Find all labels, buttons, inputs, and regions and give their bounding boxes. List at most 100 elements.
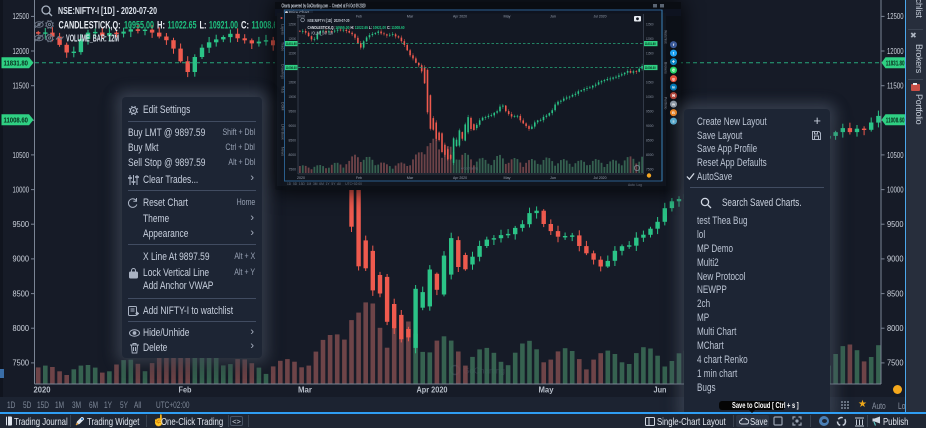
svg-text:8000: 8000 (289, 153, 297, 157)
svg-text:Trade: Trade (281, 42, 285, 51)
svg-text:Feb: Feb (179, 386, 192, 395)
svg-text:Layers: Layers (281, 24, 285, 35)
svg-text:Jun: Jun (550, 176, 556, 180)
svg-text:10000: 10000 (13, 185, 30, 194)
svg-text:11008.60: 11008.60 (645, 66, 656, 70)
svg-text:NSE:NIFTY-I [1D] 2020-07-20: NSE:NIFTY-I [1D] 2020-07-20 (308, 18, 350, 23)
svg-text:12000: 12000 (13, 47, 30, 56)
svg-text:7500: 7500 (887, 359, 904, 368)
svg-text:Drawings: Drawings (281, 64, 285, 79)
svg-text:9500: 9500 (13, 220, 30, 229)
svg-text:in: in (672, 85, 676, 90)
svg-text:H:: H: (350, 25, 355, 30)
svg-text:7500: 7500 (289, 168, 297, 172)
svg-text:CANDLESTICK,Q:: CANDLESTICK,Q: (308, 25, 335, 30)
svg-text:L:: L: (200, 20, 207, 32)
svg-text:9500: 9500 (646, 110, 654, 114)
svg-text:Charts powered by GoCharting.c: Charts powered by GoCharting.com - Creat… (282, 4, 366, 10)
svg-text:11831.80: 11831.80 (645, 42, 656, 46)
svg-text:VOLUME_BAR: 12M: VOLUME_BAR: 12M (66, 34, 119, 45)
svg-text:7500: 7500 (646, 168, 654, 172)
svg-text:8500: 8500 (13, 289, 30, 298)
svg-text:11008.60: 11008.60 (886, 116, 905, 125)
svg-text:B: B (672, 110, 675, 115)
svg-text:11500: 11500 (646, 52, 654, 56)
svg-text:Auto Log: Auto Log (628, 183, 642, 187)
svg-text:News: News (281, 147, 285, 156)
svg-text:● GoCharting: ● GoCharting (461, 166, 478, 171)
svg-text:Feb: Feb (356, 15, 362, 19)
svg-text:9000: 9000 (887, 255, 904, 264)
svg-text:11008.60: 11008.60 (4, 116, 29, 125)
svg-text:T&S: T&S (281, 86, 285, 94)
svg-text:12500: 12500 (13, 12, 30, 21)
svg-text:2020: 2020 (34, 386, 52, 395)
svg-text:10000: 10000 (646, 95, 654, 99)
svg-text:10500: 10500 (13, 151, 30, 160)
svg-text:11500: 11500 (887, 82, 904, 91)
svg-text:10000: 10000 (289, 95, 297, 99)
svg-text:9000: 9000 (13, 255, 30, 264)
svg-text:GoCharting: GoCharting (463, 366, 505, 376)
svg-text:11831.80: 11831.80 (886, 59, 905, 68)
svg-text:✈: ✈ (672, 59, 676, 64)
svg-text:s: s (672, 119, 675, 124)
svg-text:12500: 12500 (887, 12, 904, 21)
svg-text:10500: 10500 (887, 151, 904, 160)
svg-text:12500: 12500 (646, 23, 654, 27)
svg-text:12500: 12500 (289, 23, 297, 27)
svg-text:Jul 2020: Jul 2020 (594, 176, 607, 180)
svg-text:2020: 2020 (297, 176, 305, 180)
svg-text:t: t (673, 51, 675, 56)
svg-text:Apr 2020: Apr 2020 (453, 176, 467, 180)
svg-text:g: g (672, 76, 675, 81)
svg-text:Jun: Jun (654, 386, 667, 395)
svg-text:LFB Book: LFB Book (281, 124, 285, 140)
svg-text:9500: 9500 (289, 110, 297, 114)
svg-text:1D 5D 15D 1M 3M 6M 1Y 5: 1D 5D 15D 1M 3M 6M 1Y 5Y All UTC+02:00 (287, 182, 362, 186)
svg-text:C:: C: (241, 20, 249, 32)
svg-text:9500: 9500 (887, 220, 904, 229)
svg-text:8000: 8000 (887, 324, 904, 333)
svg-text:VOLUME_BAR 12M: VOLUME_BAR 12M (311, 31, 333, 36)
svg-text:8500: 8500 (646, 139, 654, 143)
svg-text:11022.65: 11022.65 (168, 20, 197, 32)
svg-text:9000: 9000 (646, 124, 654, 128)
svg-text:10955.00: 10955.00 (124, 20, 154, 32)
svg-text:8000: 8000 (13, 324, 30, 333)
svg-text:11500: 11500 (13, 82, 30, 91)
svg-text:Brokers: Brokers (664, 62, 668, 74)
svg-text:10000: 10000 (887, 185, 904, 194)
svg-text:Mar: Mar (407, 15, 414, 19)
svg-text:12000: 12000 (289, 37, 297, 41)
svg-text:10955.00: 10955.00 (335, 25, 350, 30)
svg-text:8500: 8500 (289, 139, 297, 143)
svg-text:10500: 10500 (289, 81, 297, 85)
svg-text:8500: 8500 (887, 289, 904, 298)
svg-text:CANDLESTICK,Q:: CANDLESTICK,Q: (59, 20, 121, 32)
svg-text:11831.80: 11831.80 (286, 42, 297, 46)
svg-text:11008.60: 11008.60 (252, 20, 282, 32)
svg-text:May: May (539, 386, 555, 395)
svg-text:Feb: Feb (356, 176, 362, 180)
svg-text:NSE:NIFTY-I [1D] - 2020-07-20: NSE:NIFTY-I [1D] - 2020-07-20 (58, 6, 157, 17)
svg-text:10921.00: 10921.00 (209, 20, 238, 32)
svg-text:2020: 2020 (297, 15, 305, 19)
svg-text:May: May (504, 15, 511, 19)
svg-text:12000: 12000 (646, 37, 654, 41)
svg-text:Mar: Mar (298, 386, 312, 395)
svg-text:Price Chart: Price Chart (289, 10, 310, 15)
svg-text:Apr 2020: Apr 2020 (417, 386, 449, 395)
svg-text:C:: C: (386, 25, 391, 30)
svg-text:H:: H: (157, 20, 165, 32)
svg-text:DOM: DOM (281, 102, 285, 110)
svg-text:11831.80: 11831.80 (4, 59, 29, 68)
svg-text:8000: 8000 (646, 153, 654, 157)
svg-text:11008.60: 11008.60 (286, 66, 297, 70)
svg-text:10921.00: 10921.00 (372, 25, 386, 30)
svg-text:11022.65: 11022.65 (354, 25, 368, 30)
svg-text:Portfolio: Portfolio (664, 97, 668, 110)
svg-text:7500: 7500 (13, 359, 30, 368)
svg-text:✉: ✉ (672, 93, 676, 98)
svg-text:11500: 11500 (289, 52, 297, 56)
